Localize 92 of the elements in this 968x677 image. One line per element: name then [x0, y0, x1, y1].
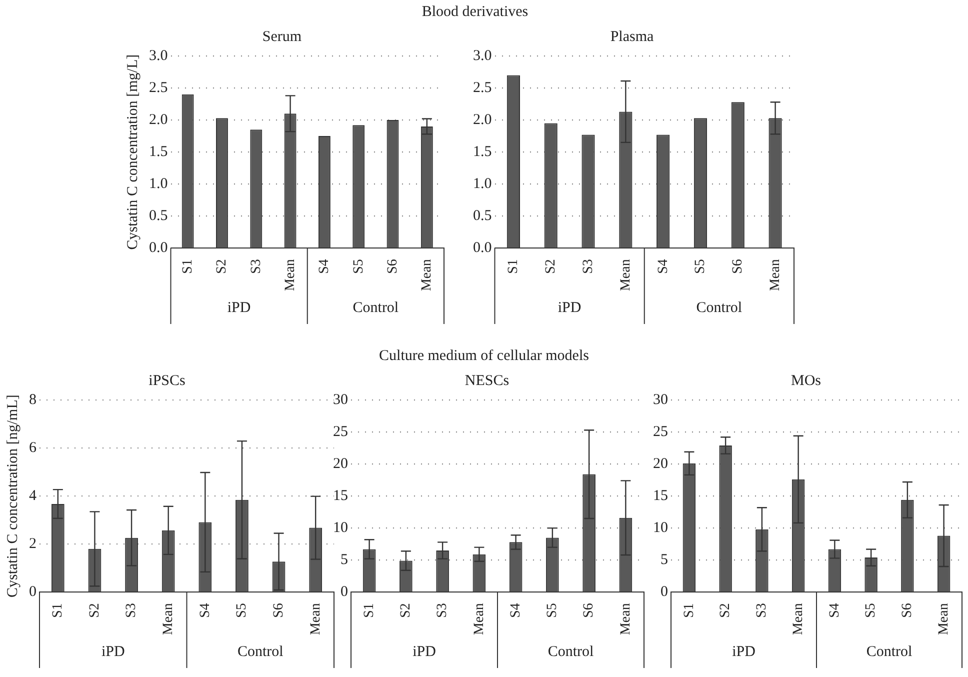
y-tick-label: 0.0 — [149, 240, 168, 256]
x-tick-label: Mean — [790, 603, 806, 636]
x-tick-label: S5 — [693, 259, 708, 274]
y-tick-label: 5 — [340, 552, 348, 568]
y-tick-label: 2.0 — [473, 112, 492, 128]
y-tick-label: 10 — [653, 520, 668, 536]
y-tick-label: 8 — [29, 392, 36, 408]
y-tick-label: 3.0 — [149, 48, 168, 64]
text: iPD — [227, 300, 251, 316]
text: Control — [696, 300, 742, 316]
text: Blood derivatives — [420, 4, 530, 21]
x-tick-label: S2 — [544, 259, 559, 274]
x-tick-label: Mean — [161, 603, 176, 636]
y-tick-label: 25 — [333, 424, 348, 440]
x-tick-label: S3 — [248, 259, 264, 274]
y-tick-label: 1.0 — [149, 176, 168, 192]
x-tick-label: S2 — [87, 603, 102, 618]
text: iPD — [412, 644, 436, 660]
y-tick-label: 3.0 — [473, 48, 492, 64]
x-tick-label: S2 — [718, 603, 734, 618]
x-tick-label: S1 — [506, 259, 522, 274]
y-tick-label: 2.0 — [149, 112, 168, 128]
x-tick-label: S1 — [682, 603, 697, 618]
text: Control — [866, 644, 912, 660]
y-tick-label: 20 — [653, 456, 668, 472]
x-tick-label: S5 — [234, 603, 250, 618]
x-tick-label: S5 — [864, 603, 879, 618]
x-tick-label: S1 — [180, 259, 196, 274]
x-tick-label: S3 — [754, 603, 770, 618]
y-axis-title: Cystatin C concentration [ng/mL] — [4, 394, 21, 598]
x-tick-label: S6 — [385, 259, 400, 274]
x-tick-label: S4 — [827, 603, 842, 618]
x-tick-label: S4 — [508, 603, 524, 618]
y-tick-label: 25 — [653, 424, 668, 440]
y-tick-label: 6 — [29, 440, 37, 456]
text: Control — [237, 644, 284, 660]
text: iPD — [732, 644, 756, 660]
x-tick-label: Mean — [768, 259, 783, 292]
x-tick-label: Mean — [618, 603, 634, 636]
x-tick-label: S5 — [351, 259, 366, 274]
text: iPD — [558, 300, 582, 316]
y-tick-label: 2.5 — [473, 80, 492, 96]
chart-title: iPSCs — [148, 372, 186, 389]
y-tick-label: 30 — [653, 392, 668, 408]
y-axis-title: Cystatin C concentration [mg/L] — [124, 54, 141, 250]
x-tick-label: S2 — [214, 259, 230, 274]
x-tick-label: S4 — [317, 259, 332, 274]
x-tick-label: S6 — [271, 603, 286, 618]
text: Control — [352, 300, 399, 316]
y-tick-label: 1.5 — [149, 144, 168, 160]
x-tick-label: Mean — [936, 603, 952, 636]
x-tick-label: S2 — [398, 603, 414, 618]
y-tick-label: 2.5 — [149, 80, 168, 96]
y-tick-label: 0 — [660, 584, 668, 600]
x-tick-label: Mean — [618, 259, 634, 292]
text: iPD — [101, 644, 125, 660]
text: Culture medium of cellular models — [378, 348, 590, 365]
x-tick-label: Mean — [420, 259, 435, 292]
y-tick-label: 20 — [333, 456, 348, 472]
y-tick-label: 0.5 — [473, 208, 492, 224]
text: Control — [548, 644, 594, 660]
x-tick-label: S6 — [582, 603, 597, 618]
y-tick-label: 0.5 — [149, 208, 168, 224]
x-tick-label: S3 — [580, 259, 596, 274]
y-tick-label: 2 — [29, 536, 36, 552]
x-tick-label: Mean — [308, 603, 324, 636]
x-tick-label: S3 — [124, 603, 140, 618]
y-tick-label: 4 — [29, 488, 37, 504]
x-tick-label: S4 — [198, 603, 213, 618]
x-tick-label: S6 — [900, 603, 916, 618]
x-tick-label: S3 — [435, 603, 450, 618]
y-tick-label: 1.5 — [473, 144, 492, 160]
y-tick-label: 0 — [29, 584, 36, 600]
y-tick-label: 10 — [333, 520, 348, 536]
x-tick-label: S1 — [362, 603, 377, 618]
x-tick-label: Mean — [472, 603, 487, 636]
chart-title: Serum — [262, 28, 302, 45]
chart-title: MOs — [790, 372, 822, 389]
chart-title: Plasma — [610, 28, 654, 45]
y-tick-label: 30 — [333, 392, 348, 408]
y-tick-label: 1.0 — [473, 176, 492, 192]
y-tick-label: 15 — [653, 488, 668, 504]
x-tick-label: S1 — [50, 603, 66, 618]
x-tick-label: S4 — [656, 259, 671, 274]
chart-title: NESCs — [464, 372, 510, 389]
y-tick-label: 0.0 — [473, 240, 492, 256]
x-tick-label: S6 — [730, 259, 746, 274]
x-tick-label: Mean — [282, 259, 298, 292]
y-tick-label: 0 — [340, 584, 348, 600]
y-tick-label: 15 — [333, 488, 348, 504]
y-tick-label: 5 — [660, 552, 668, 568]
x-tick-label: S5 — [545, 603, 560, 618]
